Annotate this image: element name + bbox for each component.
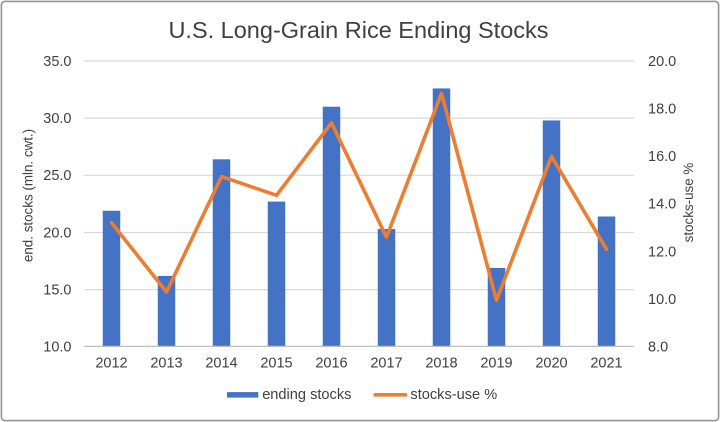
svg-text:14.0: 14.0 bbox=[648, 197, 676, 213]
svg-text:25.0: 25.0 bbox=[43, 168, 71, 184]
svg-text:20.0: 20.0 bbox=[648, 54, 676, 70]
svg-text:stocks-use %: stocks-use % bbox=[410, 387, 497, 403]
svg-text:stocks-use %: stocks-use % bbox=[681, 163, 696, 243]
svg-text:15.0: 15.0 bbox=[43, 282, 71, 298]
svg-text:10.0: 10.0 bbox=[43, 340, 71, 356]
svg-text:12.0: 12.0 bbox=[648, 244, 676, 260]
svg-text:20.0: 20.0 bbox=[43, 225, 71, 241]
svg-text:U.S. Long-Grain Rice Ending St: U.S. Long-Grain Rice Ending Stocks bbox=[168, 17, 548, 43]
svg-text:2015: 2015 bbox=[260, 355, 292, 371]
svg-text:10.0: 10.0 bbox=[648, 292, 676, 308]
svg-text:2021: 2021 bbox=[590, 355, 622, 371]
svg-text:ending stocks: ending stocks bbox=[262, 387, 351, 403]
svg-text:30.0: 30.0 bbox=[43, 111, 71, 127]
svg-text:2012: 2012 bbox=[95, 355, 127, 371]
svg-text:end. stocks (mln. cwt.): end. stocks (mln. cwt.) bbox=[20, 129, 35, 262]
svg-text:35.0: 35.0 bbox=[43, 54, 71, 70]
svg-text:2020: 2020 bbox=[535, 355, 567, 371]
svg-text:2017: 2017 bbox=[370, 355, 402, 371]
svg-text:2016: 2016 bbox=[315, 355, 347, 371]
svg-text:2013: 2013 bbox=[150, 355, 182, 371]
svg-text:18.0: 18.0 bbox=[648, 101, 676, 117]
svg-text:16.0: 16.0 bbox=[648, 149, 676, 165]
svg-text:2019: 2019 bbox=[480, 355, 512, 371]
svg-text:8.0: 8.0 bbox=[648, 340, 668, 356]
svg-text:2018: 2018 bbox=[425, 355, 457, 371]
svg-text:2014: 2014 bbox=[205, 355, 237, 371]
